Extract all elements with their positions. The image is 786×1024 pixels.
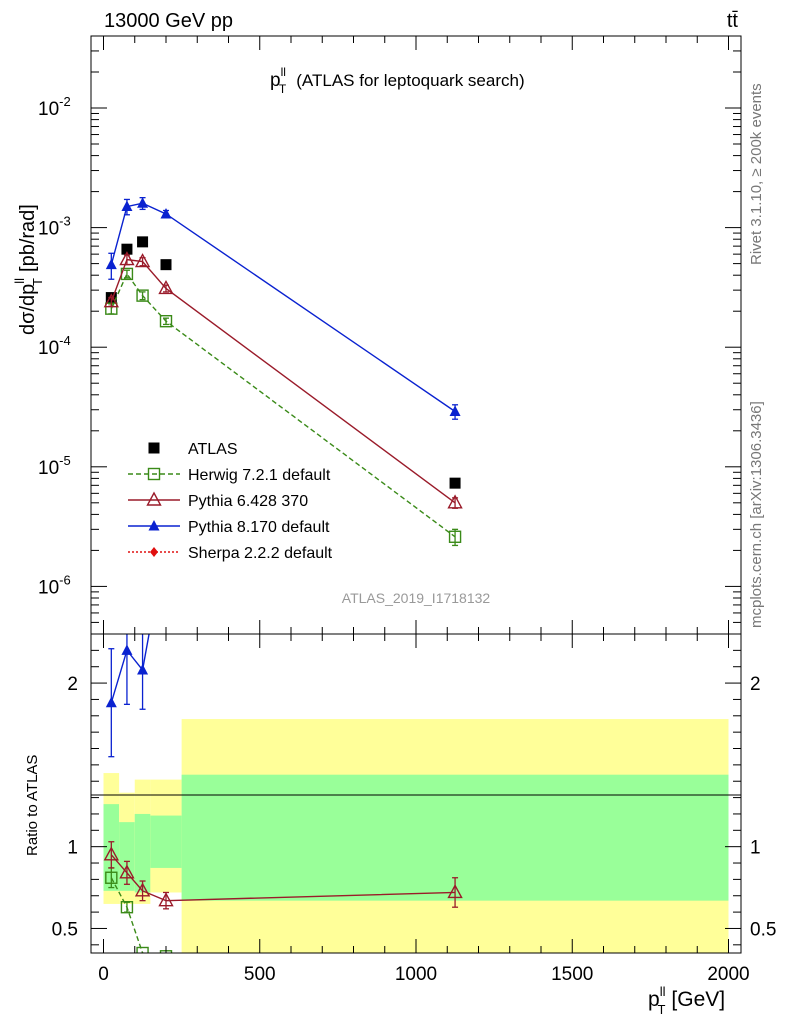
y-tick-label: 10-5 bbox=[38, 453, 71, 479]
ratio-pythia-6-428-370-point bbox=[447, 884, 463, 899]
plot-title-p: p bbox=[270, 70, 281, 91]
main-pythia-8-170-default-point bbox=[121, 200, 133, 212]
main-y-axis-label: dσ/dpll T [pb/rad] bbox=[12, 204, 45, 335]
legend-marker-atlas bbox=[148, 442, 160, 454]
y-tick-label-exp: -4 bbox=[59, 333, 71, 348]
x-axis-label-main: p bbox=[648, 988, 660, 1011]
ratio-pythia-8-170-default-point bbox=[121, 644, 133, 655]
analysis-watermark: ATLAS_2019_I1718132 bbox=[342, 590, 491, 606]
ratio-pythia-6-428-370-point bbox=[158, 892, 174, 907]
main-herwig-7-2-1-default-point bbox=[448, 530, 462, 543]
main-y-axis-label-sub: T bbox=[30, 278, 45, 286]
green-band-bin-3 bbox=[150, 815, 182, 868]
ratio-y-tick-label-left: 2 bbox=[67, 674, 78, 695]
y-tick-label: 10-2 bbox=[38, 94, 71, 120]
y-tick-label: 10-6 bbox=[38, 572, 71, 598]
legend-marker-pythia-6-428-370 bbox=[146, 491, 162, 506]
ratio-pythia-8-170-default-line bbox=[110, 634, 150, 703]
y-tick-label-base: 10 bbox=[38, 219, 59, 240]
ratio-pythia-6-428-370-point bbox=[119, 864, 135, 879]
legend-marker-sherpa-2-2-2-default bbox=[150, 547, 158, 557]
y-tick-label-exp: -6 bbox=[59, 572, 71, 587]
main-atlas-point bbox=[137, 236, 149, 248]
main-pythia-8-170-default-line bbox=[110, 202, 456, 413]
main-atlas-point bbox=[121, 243, 133, 255]
plot-title-sup: ll bbox=[281, 65, 286, 79]
ratio-y-tick-label-left: 1 bbox=[67, 838, 78, 859]
legend-label-pythia-8-170-default: Pythia 8.170 default bbox=[188, 519, 330, 536]
y-tick-label-base: 10 bbox=[38, 577, 59, 598]
main-herwig-7-2-1-default-point bbox=[136, 289, 149, 302]
x-axis-label: pll T [GeV] bbox=[648, 984, 725, 1017]
x-tick-label: 1500 bbox=[551, 964, 593, 985]
plot-title: pll T (ATLAS for leptoquark search) bbox=[270, 65, 525, 96]
x-axis-label-sub: T bbox=[657, 1002, 665, 1017]
mcplots-label: mcplots.cern.ch [arXiv:1306.3436] bbox=[748, 401, 765, 628]
legend-label-atlas: ATLAS bbox=[188, 441, 238, 458]
y-tick-label-exp: -2 bbox=[59, 94, 71, 109]
ratio-pythia-6-428-370-point bbox=[134, 882, 151, 897]
x-axis-label-unit: [GeV] bbox=[671, 988, 725, 1011]
ratio-herwig-7-2-1-default-point bbox=[120, 900, 134, 914]
legend-marker-pythia-8-170-default bbox=[148, 520, 160, 531]
ratio-pythia-6-428-370-point bbox=[103, 846, 119, 861]
y-tick-label-base: 10 bbox=[38, 338, 59, 359]
main-pythia-8-170-default-point bbox=[105, 258, 117, 270]
rivet-label: Rivet 3.1.10, ≥ 200k events bbox=[748, 83, 765, 265]
legend-label-pythia-6-428-370: Pythia 6.428 370 bbox=[188, 493, 308, 510]
main-y-axis-label-sup: ll bbox=[12, 278, 27, 284]
y-tick-label-exp: -5 bbox=[59, 453, 71, 468]
energy-label: 13000 GeV pp bbox=[104, 10, 233, 32]
legend-marker-herwig-7-2-1-default bbox=[147, 467, 161, 481]
ratio-pythia-8-170-default-point bbox=[105, 696, 117, 708]
ratio-y-tick-label-right: 0.5 bbox=[750, 919, 776, 940]
main-y-axis-label-main: dσ/dp bbox=[17, 284, 39, 335]
x-axis-label-sup: ll bbox=[660, 984, 666, 999]
ratio-y-axis-label: Ratio to ATLAS bbox=[24, 755, 41, 856]
main-atlas-point bbox=[160, 259, 172, 271]
y-tick-label-exp: -3 bbox=[59, 214, 71, 229]
y-tick-label: 10-4 bbox=[38, 333, 71, 359]
ratio-y-tick-label-right: 1 bbox=[750, 838, 761, 859]
main-pythia-8-170-default-point bbox=[160, 207, 172, 219]
ratio-herwig-7-2-1-default-line bbox=[110, 877, 148, 953]
ratio-pythia-8-170-default-point bbox=[137, 663, 149, 675]
main-pythia-6-428-370-point bbox=[119, 251, 135, 266]
ratio-herwig-7-2-1-default-point bbox=[136, 946, 149, 953]
legend-label-sherpa-2-2-2-default: Sherpa 2.2.2 default bbox=[188, 545, 333, 562]
y-tick-label: 10-3 bbox=[38, 214, 71, 240]
ratio-uncertainty-bands bbox=[103, 719, 729, 953]
y-tick-label-base: 10 bbox=[38, 99, 59, 120]
plot-title-rest: (ATLAS for leptoquark search) bbox=[296, 71, 524, 90]
main-pythia-6-428-370-point bbox=[103, 293, 119, 308]
legend-label-herwig-7-2-1-default: Herwig 7.2.1 default bbox=[188, 467, 331, 484]
x-tick-label: 2000 bbox=[707, 964, 749, 985]
green-band-bin-2 bbox=[134, 813, 151, 893]
x-tick-label: 1000 bbox=[395, 964, 437, 985]
main-herwig-7-2-1-default-point bbox=[159, 314, 173, 328]
ratio-y-tick-label-right: 2 bbox=[750, 674, 761, 695]
ratio-y-tick-label-left: 0.5 bbox=[52, 919, 78, 940]
main-pythia-6-428-370-point bbox=[447, 494, 463, 509]
ratio-pythia-8-170-default-point bbox=[148, 603, 159, 614]
main-pythia-8-170-default-point bbox=[137, 197, 149, 208]
main-pythia-6-428-370-point bbox=[134, 253, 151, 268]
main-atlas-point bbox=[449, 477, 461, 489]
legend: ATLAS Herwig 7.2.1 default Pythia 6.428 37… bbox=[128, 441, 333, 562]
main-pythia-6-428-370-point bbox=[158, 279, 174, 295]
x-tick-label: 0 bbox=[98, 964, 109, 985]
main-y-axis-label-unit: [pb/rad] bbox=[17, 204, 39, 272]
y-tick-label-base: 10 bbox=[38, 458, 59, 479]
process-label: tt̄ bbox=[727, 10, 739, 32]
x-tick-label: 500 bbox=[244, 964, 276, 985]
plot-title-sub: T bbox=[279, 82, 287, 96]
ratio-herwig-7-2-1-default-point bbox=[105, 871, 118, 884]
main-pythia-8-170-default-point bbox=[449, 405, 461, 417]
